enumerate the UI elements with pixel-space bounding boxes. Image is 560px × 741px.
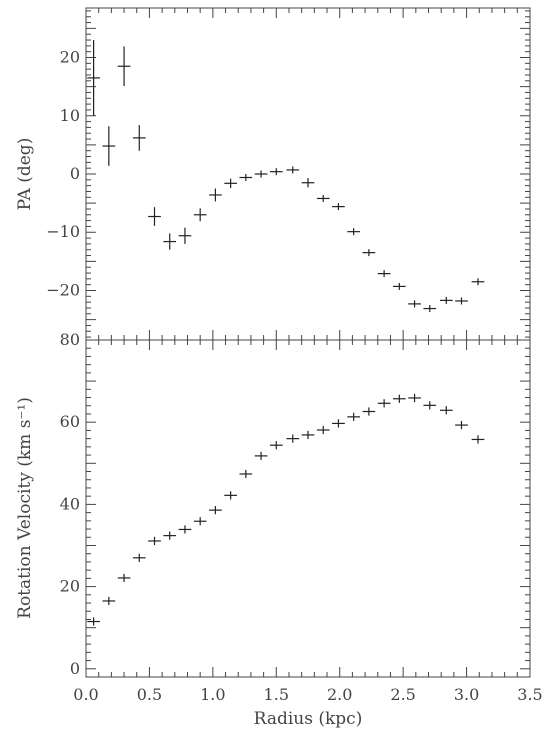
- data-point: [87, 40, 100, 116]
- data-point: [224, 178, 237, 188]
- velocity-data-points: [87, 393, 485, 626]
- x-tick-label: 1.0: [200, 685, 225, 704]
- x-tick-label: 0.0: [73, 685, 98, 704]
- y-tick-label: 20: [60, 48, 80, 67]
- data-point: [193, 517, 207, 526]
- data-point: [117, 573, 131, 583]
- data-point: [455, 420, 468, 430]
- data-point: [423, 401, 437, 410]
- data-point: [163, 233, 177, 250]
- data-point: [392, 394, 406, 403]
- data-point: [455, 297, 468, 305]
- data-point: [439, 406, 453, 415]
- data-point: [301, 178, 315, 188]
- data-point: [254, 170, 268, 178]
- data-point: [132, 125, 146, 151]
- data-point: [102, 126, 116, 166]
- data-point: [148, 536, 161, 546]
- x-tick-label: 3.0: [454, 685, 479, 704]
- pa-data-points: [87, 40, 485, 313]
- data-point: [239, 469, 253, 479]
- y-tick-label: 0: [70, 164, 80, 183]
- pa-panel-frame: [85, 7, 531, 341]
- data-point: [362, 407, 376, 416]
- data-point: [408, 300, 421, 308]
- data-point: [102, 596, 116, 606]
- data-point: [471, 435, 485, 444]
- radius-x-axis-label: Radius (kpc): [254, 709, 363, 729]
- data-point: [163, 531, 177, 540]
- x-tick-label: 3.5: [517, 685, 542, 704]
- y-tick-label: −20: [46, 280, 80, 299]
- data-point: [439, 296, 453, 304]
- velocity-panel-frame: [85, 339, 531, 678]
- y-tick-label: 20: [60, 577, 80, 596]
- y-tick-label: 10: [60, 106, 80, 125]
- data-point: [347, 412, 361, 421]
- data-point: [286, 166, 300, 174]
- data-point: [347, 228, 361, 236]
- data-point: [209, 506, 222, 515]
- velocity-y-axis-label: Rotation Velocity (km s⁻¹): [15, 397, 35, 619]
- data-point: [239, 173, 253, 181]
- pa-panel: −20 −10 0 10 20 PA (deg): [15, 7, 531, 341]
- data-point: [254, 451, 268, 461]
- data-point: [148, 207, 161, 226]
- data-point: [193, 208, 207, 222]
- velocity-panel-ticks: [85, 340, 531, 677]
- data-point: [423, 305, 437, 313]
- data-point: [408, 393, 421, 403]
- data-point: [178, 525, 192, 534]
- x-tick-label: 1.5: [264, 685, 289, 704]
- pa-y-axis-label: PA (deg): [15, 138, 35, 211]
- radius-x-tick-labels: 0.0 0.5 1.0 1.5 2.0 2.5 3.0 3.5: [73, 685, 542, 704]
- data-point: [377, 270, 391, 278]
- y-tick-label: 60: [60, 412, 80, 431]
- data-point: [178, 227, 192, 244]
- x-tick-label: 2.0: [327, 685, 352, 704]
- data-point: [332, 203, 345, 211]
- data-point: [224, 491, 237, 500]
- x-tick-label: 2.5: [390, 685, 415, 704]
- data-point: [316, 194, 330, 202]
- pa-panel-ticks: [85, 8, 531, 340]
- data-point: [286, 434, 300, 443]
- pa-y-tick-labels: −20 −10 0 10 20: [46, 48, 80, 300]
- data-point: [132, 553, 146, 562]
- data-point: [209, 188, 222, 202]
- data-point: [377, 399, 391, 408]
- x-tick-label: 0.5: [137, 685, 162, 704]
- data-point: [301, 430, 315, 440]
- data-point: [269, 168, 283, 176]
- y-tick-label: 0: [70, 659, 80, 678]
- data-point: [362, 249, 376, 257]
- y-tick-label: 40: [60, 494, 80, 513]
- velocity-panel: 0 20 40 60 80 0.0 0.5 1.0 1.5 2.0 2.5 3.0 3.5 Rotat…: [15, 330, 543, 729]
- velocity-y-tick-labels: 0 20 40 60 80: [60, 330, 80, 678]
- data-point: [316, 425, 330, 435]
- y-tick-label: −10: [46, 222, 80, 241]
- data-point: [392, 282, 406, 290]
- data-point: [332, 419, 345, 428]
- data-point: [117, 46, 131, 87]
- data-point: [471, 278, 485, 286]
- y-tick-label: 80: [60, 330, 80, 349]
- data-point: [269, 441, 283, 450]
- data-point: [87, 617, 100, 626]
